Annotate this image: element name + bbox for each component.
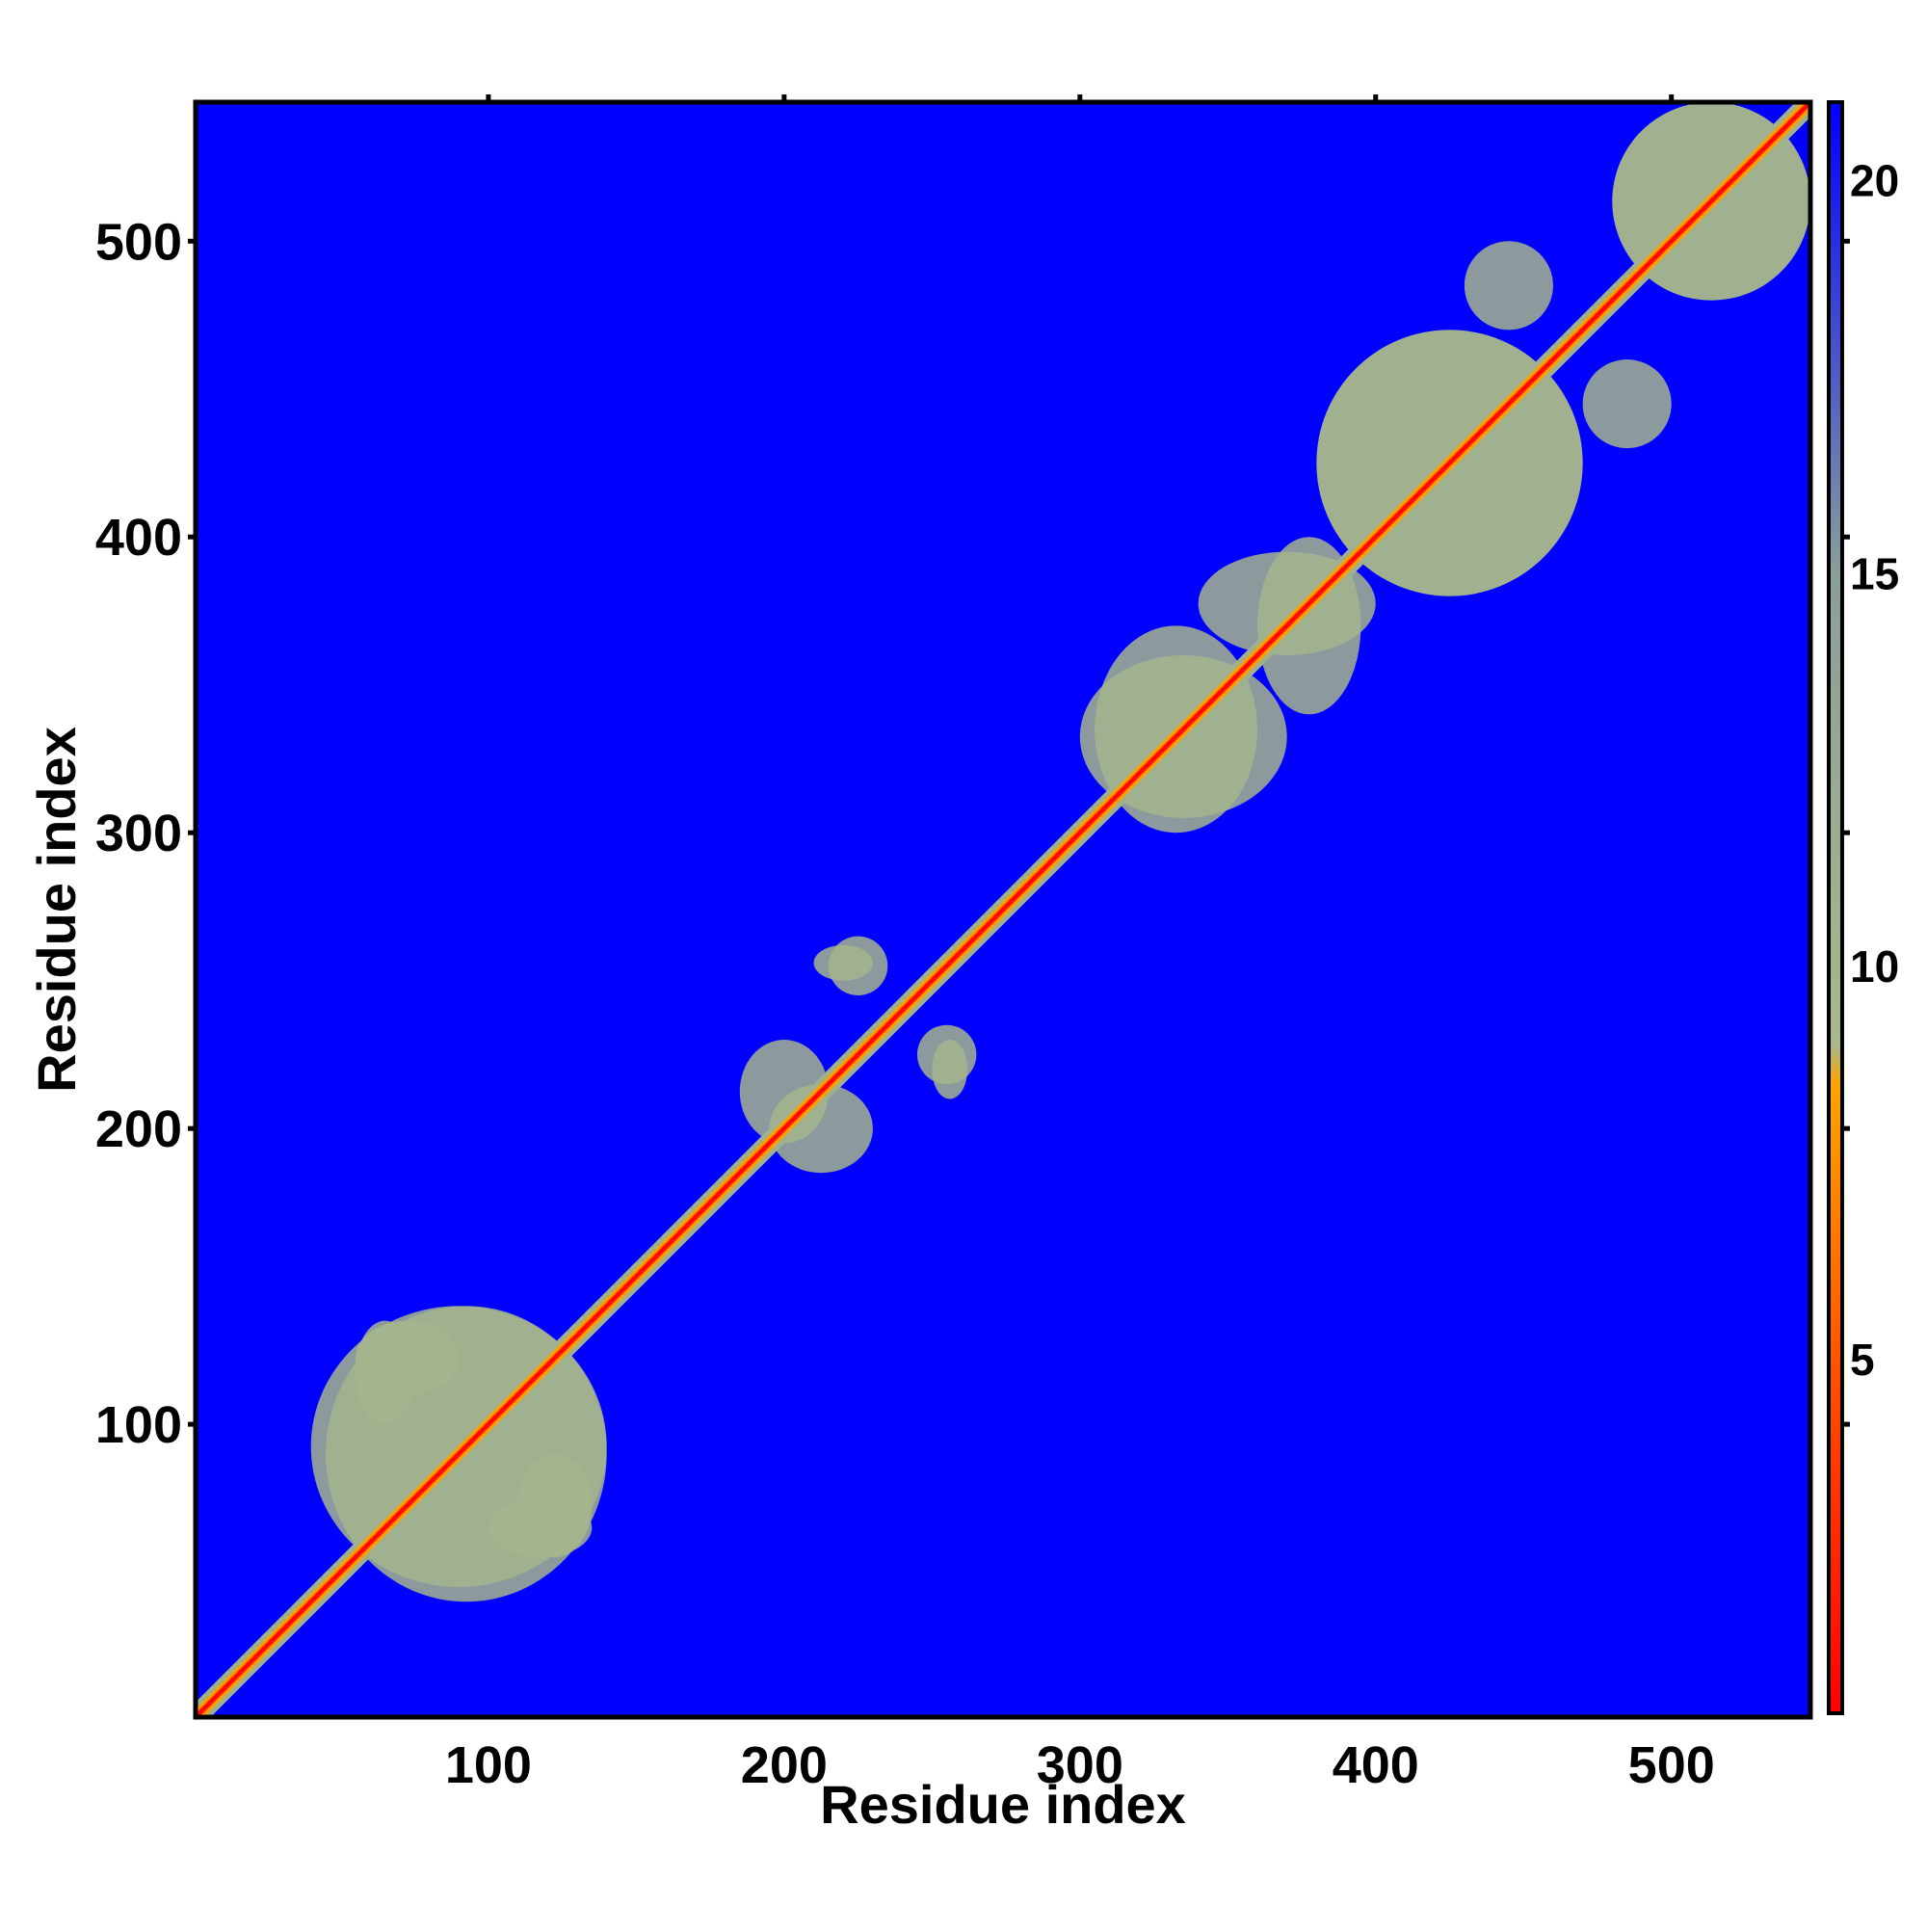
y-tick-label: 200 bbox=[95, 1100, 182, 1158]
colorbar-tick-label: 20 bbox=[1850, 156, 1899, 206]
plot-frame bbox=[193, 99, 1813, 1720]
contact-region bbox=[517, 1453, 593, 1558]
y-tick-label: 300 bbox=[95, 805, 182, 862]
y-tick-label: 400 bbox=[95, 509, 182, 567]
colorbar-tick-label: 5 bbox=[1850, 1335, 1875, 1385]
colorbar: 5 10 15 20 bbox=[1827, 100, 1899, 1715]
x-tick-label: 300 bbox=[1037, 1736, 1123, 1794]
x-tick-label: 400 bbox=[1333, 1736, 1419, 1794]
contact-region bbox=[1582, 359, 1672, 449]
contact-region bbox=[1464, 241, 1553, 331]
axes: 100 200 300 400 500 100 200 300 400 500 bbox=[95, 94, 1813, 1794]
heatmap-plot-area bbox=[196, 102, 1810, 1717]
x-tick-label: 100 bbox=[445, 1736, 532, 1794]
colorbar-gradient bbox=[1827, 100, 1844, 1715]
contact-region bbox=[916, 1024, 977, 1085]
x-axis-title: Residue index bbox=[820, 1774, 1186, 1835]
y-tick-label: 500 bbox=[95, 213, 182, 271]
y-axis-title: Residue index bbox=[26, 727, 87, 1093]
diagonal-self-contact bbox=[196, 102, 1810, 1717]
colorbar-tick-label: 10 bbox=[1850, 941, 1899, 992]
y-tick-label: 100 bbox=[95, 1396, 182, 1454]
x-tick-label: 500 bbox=[1628, 1736, 1715, 1794]
colorbar-tick-label: 15 bbox=[1850, 548, 1899, 598]
contact-region bbox=[355, 1320, 460, 1395]
contact-region bbox=[828, 936, 888, 996]
x-tick-label: 200 bbox=[741, 1736, 828, 1794]
